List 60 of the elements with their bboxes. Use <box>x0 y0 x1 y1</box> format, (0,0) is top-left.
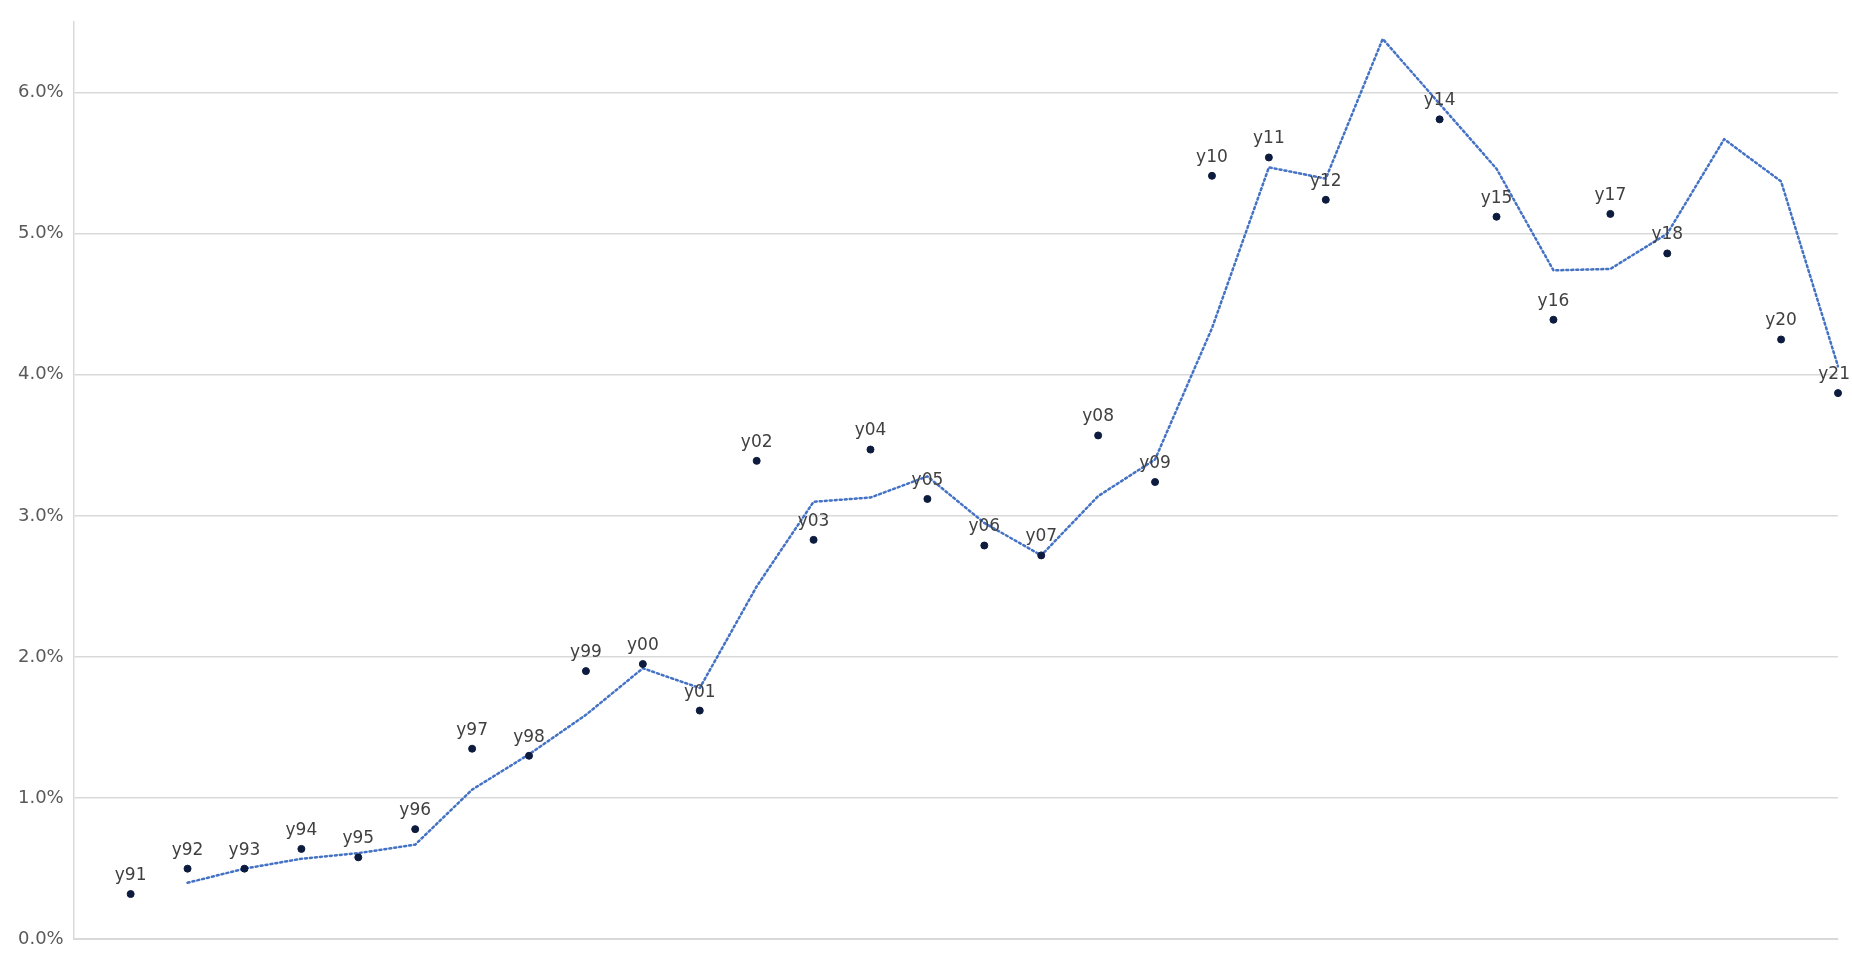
data-label: y10 <box>1196 145 1228 166</box>
data-label: y94 <box>285 818 318 839</box>
point <box>525 751 534 760</box>
data-label: y20 <box>1765 309 1797 330</box>
point <box>240 864 249 873</box>
data-label: y21 <box>1818 363 1851 384</box>
point <box>752 456 761 465</box>
point <box>468 744 477 753</box>
y-tick-label: 0.0% <box>18 926 64 948</box>
data-label: y95 <box>342 827 375 848</box>
data-label: y16 <box>1537 289 1570 310</box>
point <box>980 541 989 550</box>
point <box>1094 431 1103 440</box>
point <box>1549 315 1558 324</box>
point <box>126 890 135 899</box>
data-label: y12 <box>1309 169 1342 190</box>
data-label: y96 <box>399 799 432 820</box>
point <box>1663 249 1672 258</box>
data-label: y00 <box>627 633 659 654</box>
y-tick-label: 6.0% <box>18 80 64 102</box>
point <box>1606 209 1615 218</box>
y-tick-label: 5.0% <box>18 221 64 243</box>
data-label: y11 <box>1253 127 1285 148</box>
point <box>581 667 590 676</box>
data-label: y91 <box>114 863 147 884</box>
point <box>1435 115 1444 124</box>
point <box>1777 335 1786 344</box>
point <box>1834 389 1842 398</box>
data-label: y07 <box>1025 525 1058 546</box>
point <box>297 844 306 853</box>
point <box>809 535 818 544</box>
data-label: y97 <box>456 718 488 739</box>
point <box>1264 153 1273 162</box>
point <box>1321 195 1330 204</box>
point <box>411 825 420 834</box>
data-label: y99 <box>570 641 602 662</box>
y-tick-label: 1.0% <box>18 785 64 807</box>
point <box>866 445 875 454</box>
y-tick-label: 4.0% <box>18 362 64 384</box>
data-label: y92 <box>171 838 204 859</box>
point <box>183 864 192 873</box>
data-label: y17 <box>1594 183 1627 204</box>
data-label: y98 <box>513 725 545 746</box>
point <box>1037 551 1046 560</box>
y-tick-label: 3.0% <box>18 503 64 525</box>
point <box>1207 171 1216 180</box>
point <box>1151 478 1160 487</box>
point <box>638 660 647 669</box>
data-label: y08 <box>1082 405 1114 426</box>
point <box>1492 212 1501 221</box>
y-tick-label: 2.0% <box>18 644 64 666</box>
data-label: y02 <box>740 430 773 451</box>
point <box>695 706 704 715</box>
data-label: y93 <box>228 838 261 859</box>
data-label: y15 <box>1480 186 1513 207</box>
point <box>354 853 363 862</box>
point <box>923 494 932 503</box>
data-label: y18 <box>1651 223 1684 244</box>
data-label: y01 <box>683 680 716 701</box>
data-label: y04 <box>854 419 887 440</box>
